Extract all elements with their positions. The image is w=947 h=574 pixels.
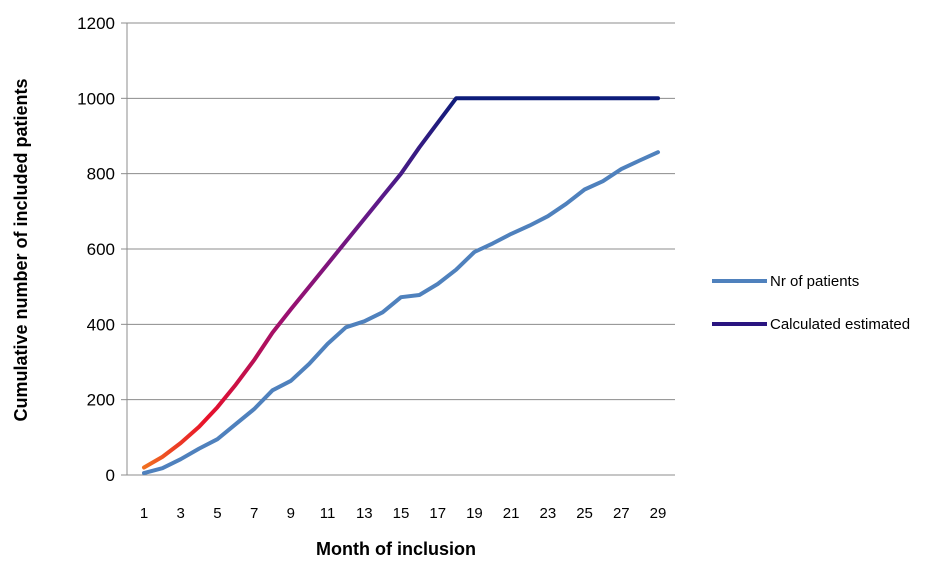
x-tick-label: 9: [287, 505, 295, 522]
series-lines: [142, 96, 660, 476]
x-tick-label: 29: [650, 505, 667, 522]
x-tick-labels: 1 3 5 7 9 11 13 15 17 19 21 23 25 27 29: [140, 505, 667, 522]
legend: Nr of patients Calculated estimated: [712, 273, 910, 333]
series-line-nr-of-patients: [142, 150, 660, 476]
x-tick-label: 13: [356, 505, 373, 522]
y-tick-label: 200: [87, 391, 115, 410]
y-tick-labels: 0 200 400 600 800 1000 1200: [77, 14, 115, 485]
x-tick-label: 19: [466, 505, 483, 522]
y-tick-label: 1000: [77, 89, 115, 108]
series-line-calculated-estimated: [142, 96, 660, 470]
gridlines: [121, 22, 675, 476]
x-tick-label: 11: [320, 505, 336, 522]
y-axis-title: Cumulative number of included patients: [11, 78, 31, 421]
x-tick-label: 1: [140, 505, 148, 522]
x-tick-label: 3: [177, 505, 185, 522]
x-tick-label: 5: [213, 505, 221, 522]
y-tick-label: 800: [87, 165, 115, 184]
legend-label-calculated-estimated: Calculated estimated: [770, 316, 910, 333]
x-tick-label: 27: [613, 505, 630, 522]
x-tick-label: 15: [393, 505, 410, 522]
x-tick-label: 23: [540, 505, 557, 522]
x-tick-label: 25: [576, 505, 593, 522]
y-tick-label: 1200: [77, 14, 115, 33]
y-tick-label: 0: [106, 466, 115, 485]
legend-label-nr-of-patients: Nr of patients: [770, 273, 859, 290]
y-tick-label: 400: [87, 315, 115, 334]
x-axis-title: Month of inclusion: [316, 539, 476, 559]
x-tick-label: 17: [429, 505, 446, 522]
y-tick-label: 600: [87, 240, 115, 259]
x-tick-label: 7: [250, 505, 258, 522]
x-tick-label: 21: [503, 505, 520, 522]
